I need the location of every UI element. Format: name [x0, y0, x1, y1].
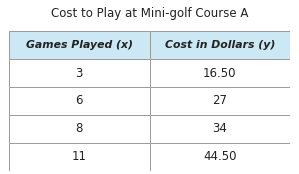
Text: Cost to Play at Mini-golf Course A: Cost to Play at Mini-golf Course A	[51, 7, 248, 20]
Text: 3: 3	[76, 67, 83, 80]
Text: 27: 27	[212, 94, 227, 107]
Text: 34: 34	[212, 122, 227, 135]
Text: 16.50: 16.50	[203, 67, 237, 80]
Text: 6: 6	[75, 94, 83, 107]
Text: 44.50: 44.50	[203, 150, 237, 163]
Text: 11: 11	[72, 150, 87, 163]
Text: Games Played (x): Games Played (x)	[26, 40, 133, 50]
Text: Cost in Dollars (y): Cost in Dollars (y)	[164, 40, 275, 50]
Text: 8: 8	[76, 122, 83, 135]
